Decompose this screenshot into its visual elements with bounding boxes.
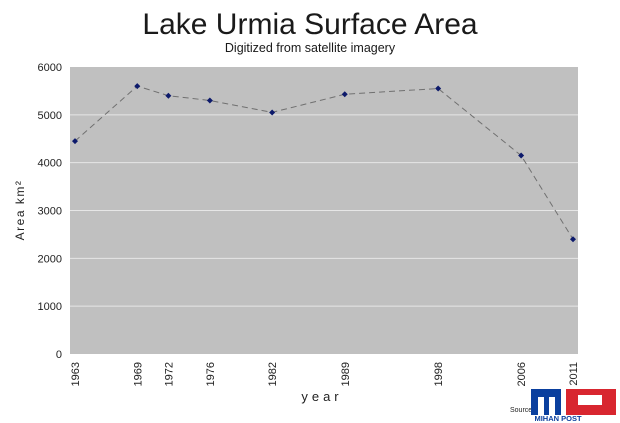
logo-blue-block [531, 389, 561, 415]
x-tick-label: 1998 [433, 362, 445, 386]
y-tick-label: 3000 [38, 206, 62, 218]
y-tick-label: 1000 [38, 301, 62, 313]
y-axis-ticks: 0 1000 2000 3000 4000 5000 6000 [38, 62, 62, 361]
x-tick-label: 1982 [267, 362, 279, 386]
y-tick-label: 2000 [38, 253, 62, 265]
x-tick-label: 1976 [205, 362, 217, 386]
chart-subtitle: Digitized from satellite imagery [225, 41, 396, 55]
y-axis-label: Area km² [13, 180, 27, 241]
logo-text: MIHAN POST [534, 414, 582, 423]
x-axis-ticks: 1963 1969 1972 1976 1982 1989 1998 2006 2011 [70, 362, 580, 386]
data-point [72, 138, 78, 145]
mihan-post-logo: MIHAN POST [531, 389, 616, 423]
data-point [518, 152, 525, 159]
data-point [134, 83, 141, 90]
logo-blue-cutout-right [549, 397, 555, 415]
y-tick-label: 4000 [38, 158, 62, 170]
y-tick-label: 0 [56, 349, 62, 361]
x-tick-label: 1969 [132, 362, 144, 386]
x-tick-label: 2006 [516, 362, 528, 386]
gridlines [70, 114, 578, 307]
data-point [435, 85, 442, 92]
data-point [165, 92, 172, 99]
x-tick-label: 1963 [70, 362, 82, 386]
data-point [206, 97, 213, 104]
y-tick-label: 5000 [38, 110, 62, 122]
series-layer [72, 83, 576, 243]
y-tick-label: 6000 [38, 62, 62, 74]
data-point [269, 109, 276, 116]
logo-red-cutout [578, 395, 602, 405]
data-point [341, 91, 348, 98]
x-tick-label: 2011 [568, 362, 580, 386]
source-note: Source [510, 407, 532, 414]
x-tick-label: 1989 [340, 362, 352, 386]
data-point [570, 236, 576, 243]
logo-blue-cutout-left [538, 397, 544, 415]
x-tick-label: 1972 [163, 362, 175, 386]
chart-title: Lake Urmia Surface Area [142, 8, 477, 41]
x-axis-label: year [301, 389, 342, 404]
